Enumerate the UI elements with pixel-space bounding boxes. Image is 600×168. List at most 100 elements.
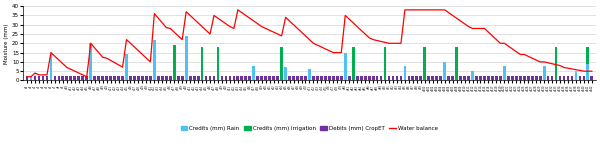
Bar <box>312 76 315 80</box>
Bar <box>169 76 172 80</box>
Bar <box>193 76 196 80</box>
Bar <box>352 76 355 80</box>
Bar <box>324 76 327 80</box>
Bar <box>253 76 255 80</box>
Bar <box>288 76 291 80</box>
Bar <box>121 76 124 80</box>
Bar <box>173 45 176 80</box>
Bar <box>503 76 506 80</box>
Bar <box>547 76 550 80</box>
Bar <box>58 76 60 80</box>
Bar <box>221 76 223 80</box>
Bar <box>89 76 92 80</box>
Bar <box>388 76 391 80</box>
Bar <box>563 76 565 80</box>
Bar <box>412 76 414 80</box>
Bar <box>133 76 136 80</box>
Bar <box>125 54 128 80</box>
Bar <box>523 76 526 80</box>
Bar <box>29 76 32 80</box>
Bar <box>189 76 191 80</box>
Bar <box>427 76 430 80</box>
Bar <box>185 76 188 80</box>
Bar <box>455 76 458 80</box>
Bar <box>94 76 96 80</box>
Bar <box>105 76 108 80</box>
Bar <box>487 76 490 80</box>
Bar <box>229 76 232 80</box>
Bar <box>424 47 426 80</box>
Bar <box>483 76 486 80</box>
Bar <box>217 47 220 80</box>
Bar <box>443 76 446 80</box>
Bar <box>101 76 104 80</box>
Bar <box>165 76 167 80</box>
Bar <box>531 76 533 80</box>
Bar <box>404 76 406 80</box>
Bar <box>65 76 68 80</box>
Bar <box>590 76 593 80</box>
Bar <box>463 76 466 80</box>
Bar <box>495 76 498 80</box>
Bar <box>431 76 434 80</box>
Bar <box>50 54 52 80</box>
Bar <box>459 76 462 80</box>
Bar <box>340 76 343 80</box>
Bar <box>344 53 347 80</box>
Legend: Credits (mm) Rain, Credits (mm) Irrigation, Debits (mm) CropET, Water balance: Credits (mm) Rain, Credits (mm) Irrigati… <box>178 124 440 134</box>
Bar <box>575 71 577 80</box>
Bar <box>77 76 80 80</box>
Bar <box>268 76 271 80</box>
Bar <box>586 76 589 80</box>
Bar <box>316 76 319 80</box>
Bar <box>61 76 64 80</box>
Bar <box>300 76 303 80</box>
Bar <box>395 76 398 80</box>
Bar <box>260 76 263 80</box>
Bar <box>253 66 255 80</box>
Bar <box>224 76 227 80</box>
Bar <box>200 76 203 80</box>
Bar <box>85 76 88 80</box>
Bar <box>551 76 553 80</box>
Bar <box>383 76 386 80</box>
Bar <box>336 76 339 80</box>
Bar <box>157 76 160 80</box>
Bar <box>383 47 386 80</box>
Bar <box>73 76 76 80</box>
Bar <box>209 76 211 80</box>
Bar <box>447 76 450 80</box>
Bar <box>507 76 510 80</box>
Bar <box>404 66 406 80</box>
Bar <box>34 76 37 80</box>
Bar <box>109 76 112 80</box>
Bar <box>137 76 140 80</box>
Bar <box>566 76 569 80</box>
Bar <box>554 76 557 80</box>
Bar <box>535 76 538 80</box>
Bar <box>129 76 132 80</box>
Bar <box>543 66 545 80</box>
Bar <box>559 76 562 80</box>
Bar <box>177 76 179 80</box>
Bar <box>217 76 220 80</box>
Bar <box>149 76 152 80</box>
Bar <box>586 64 589 80</box>
Bar <box>575 76 577 80</box>
Bar <box>145 76 148 80</box>
Bar <box>360 76 362 80</box>
Bar <box>181 76 184 80</box>
Bar <box>173 76 176 80</box>
Y-axis label: Moisture (mm): Moisture (mm) <box>4 23 9 64</box>
Bar <box>527 76 530 80</box>
Bar <box>571 76 574 80</box>
Bar <box>161 76 164 80</box>
Bar <box>304 76 307 80</box>
Bar <box>436 76 438 80</box>
Bar <box>320 76 323 80</box>
Bar <box>113 76 116 80</box>
Bar <box>392 76 394 80</box>
Bar <box>352 47 355 80</box>
Bar <box>554 47 557 80</box>
Bar <box>141 76 144 80</box>
